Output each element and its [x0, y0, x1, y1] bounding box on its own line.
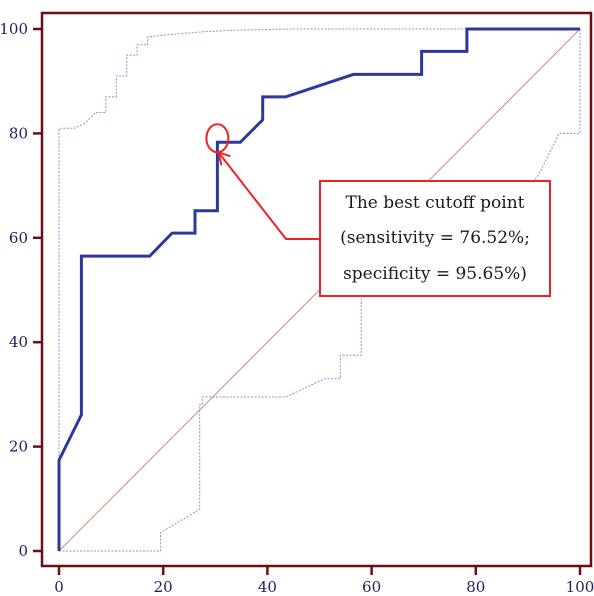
annotation-arrowhead: [217, 150, 231, 166]
x-tick-label: 40: [258, 578, 277, 596]
x-tick-label: 80: [466, 578, 485, 596]
y-tick-label: 0: [18, 542, 28, 560]
annotation-arrow: [217, 151, 320, 240]
y-tick-label: 80: [9, 124, 28, 142]
y-tick-label: 20: [9, 438, 28, 456]
annotation-box: [319, 180, 551, 297]
x-tick-label: 60: [362, 578, 381, 596]
x-tick-label: 20: [154, 578, 173, 596]
axis-ticks: 0 20 40 60 80 100 0 20 40 60 80 100: [0, 20, 594, 596]
x-tick-label: 0: [54, 578, 64, 596]
y-tick-label: 40: [9, 333, 28, 351]
y-tick-label: 60: [9, 229, 28, 247]
annotation-group: The best cutoff point (sensitivity = 76.…: [205, 123, 551, 297]
annotation-line-sensitivity: (sensitivity = 76.52%;: [340, 228, 530, 248]
y-tick-label: 100: [0, 20, 28, 38]
x-tick-label: 100: [566, 578, 594, 596]
annotation-line-specificity: specificity = 95.65%): [343, 264, 527, 284]
plot-frame: [40, 11, 593, 568]
ci-band-upper: [58, 28, 580, 551]
annotation-line-title: The best cutoff point: [345, 193, 524, 213]
